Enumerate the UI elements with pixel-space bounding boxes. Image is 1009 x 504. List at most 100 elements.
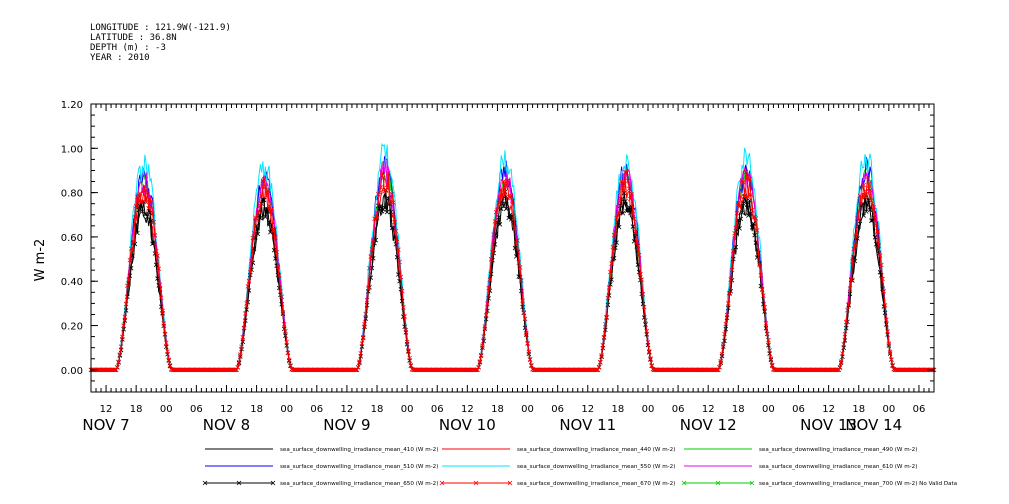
legend-label-6: sea_surface_downwelling_irradiance_mean_…	[759, 464, 917, 470]
series-marker-8	[271, 227, 277, 233]
series-marker-8	[403, 327, 409, 333]
series-marker-8	[884, 317, 889, 323]
series-marker-7	[516, 274, 522, 279]
series-marker-7	[506, 215, 512, 221]
series-marker-8	[150, 211, 155, 217]
series-marker-7	[753, 240, 759, 245]
series-marker-8	[358, 350, 363, 356]
series-marker-8	[354, 367, 360, 373]
series-marker-8	[130, 248, 135, 254]
series-marker-7	[512, 245, 518, 251]
series-marker-8	[279, 294, 284, 300]
x-tick-label: 12	[341, 404, 354, 415]
x-tick-label: 18	[250, 404, 263, 415]
series-marker-7	[153, 262, 159, 268]
series-marker-7	[155, 276, 160, 281]
series-marker-8	[516, 260, 522, 265]
series-marker-8	[847, 286, 853, 291]
series-marker-7	[766, 343, 771, 348]
legend-marker-7	[270, 480, 276, 486]
series-marker-8	[616, 210, 622, 216]
series-marker-8	[160, 308, 165, 314]
series-marker-7	[378, 203, 384, 209]
series-marker-7	[616, 224, 622, 230]
series-marker-8	[248, 269, 253, 275]
series-marker-8	[613, 230, 618, 235]
legend-marker-8	[507, 480, 513, 486]
series-marker-8	[636, 252, 642, 258]
series-marker-8	[132, 215, 138, 220]
series-marker-8	[388, 199, 394, 204]
day-label: NOV 10	[439, 416, 496, 434]
series-marker-8	[158, 295, 164, 301]
series-marker-8	[505, 178, 510, 184]
series-marker-8	[598, 359, 603, 365]
series-marker-8	[236, 359, 242, 365]
series-marker-8	[125, 283, 130, 289]
series-marker-7	[603, 327, 608, 333]
series-marker-8	[511, 216, 517, 221]
legend-label-1: sea_surface_downwelling_irradiance_mean_…	[280, 447, 438, 453]
series-marker-8	[756, 251, 761, 256]
series-marker-8	[749, 207, 755, 213]
series-marker-8	[121, 323, 126, 328]
series-marker-8	[605, 295, 611, 301]
series-marker-8	[135, 194, 140, 200]
series-marker-7	[751, 221, 756, 226]
series-marker-8	[877, 253, 883, 258]
series-marker-8	[146, 206, 151, 211]
series-marker-8	[155, 253, 160, 258]
series-marker-8	[126, 277, 131, 282]
series-marker-8	[862, 194, 868, 200]
series-marker-8	[392, 219, 397, 225]
series-marker-8	[767, 348, 772, 353]
series-marker-8	[486, 285, 491, 291]
x-tick-label: 00	[762, 404, 775, 415]
series-marker-8	[141, 188, 146, 194]
series-marker-8	[165, 349, 170, 354]
series-marker-7	[515, 249, 520, 255]
series-marker-8	[742, 194, 747, 200]
series-marker-8	[145, 190, 150, 196]
series-marker-8	[769, 362, 775, 368]
series-marker-8	[288, 363, 293, 368]
series-marker-8	[250, 235, 256, 241]
series-marker-7	[840, 354, 845, 360]
series-marker-8	[890, 362, 895, 368]
series-marker-8	[478, 352, 484, 358]
series-marker-8	[595, 367, 601, 373]
series-marker-8	[646, 349, 652, 354]
series-marker-7	[145, 214, 150, 220]
legend-label-2: sea_surface_downwelling_irradiance_mean_…	[517, 447, 675, 453]
y-tick-label: 1.20	[61, 100, 83, 111]
series-marker-8	[500, 195, 505, 201]
series-marker-8	[251, 230, 257, 236]
series-marker-8	[258, 203, 263, 208]
series-marker-8	[856, 217, 862, 223]
series-marker-8	[874, 223, 879, 228]
y-tick-label: 0.40	[61, 277, 83, 288]
series-marker-8	[525, 341, 530, 346]
legend-label-3: sea_surface_downwelling_irradiance_mean_…	[759, 447, 917, 453]
series-marker-8	[648, 356, 653, 361]
series-marker-8	[754, 228, 760, 233]
series-marker-7	[863, 209, 869, 214]
series-marker-7	[240, 339, 246, 345]
series-marker-7	[518, 288, 524, 294]
series-marker-8	[259, 193, 264, 199]
series-marker-8	[167, 363, 173, 368]
x-tick-label: 06	[551, 404, 564, 415]
series-marker-8	[276, 273, 282, 278]
series-marker-8	[122, 314, 128, 320]
series-marker-8	[885, 329, 890, 334]
x-tick-label: 06	[431, 404, 444, 415]
series-marker-8	[875, 229, 880, 234]
series-marker-8	[732, 230, 737, 236]
legend-marker-9	[749, 480, 755, 486]
series-marker-7	[493, 231, 499, 236]
series-marker-8	[600, 342, 606, 348]
x-tick-label: 00	[642, 404, 655, 415]
series-marker-8	[270, 227, 276, 233]
series-marker-7	[744, 202, 750, 208]
